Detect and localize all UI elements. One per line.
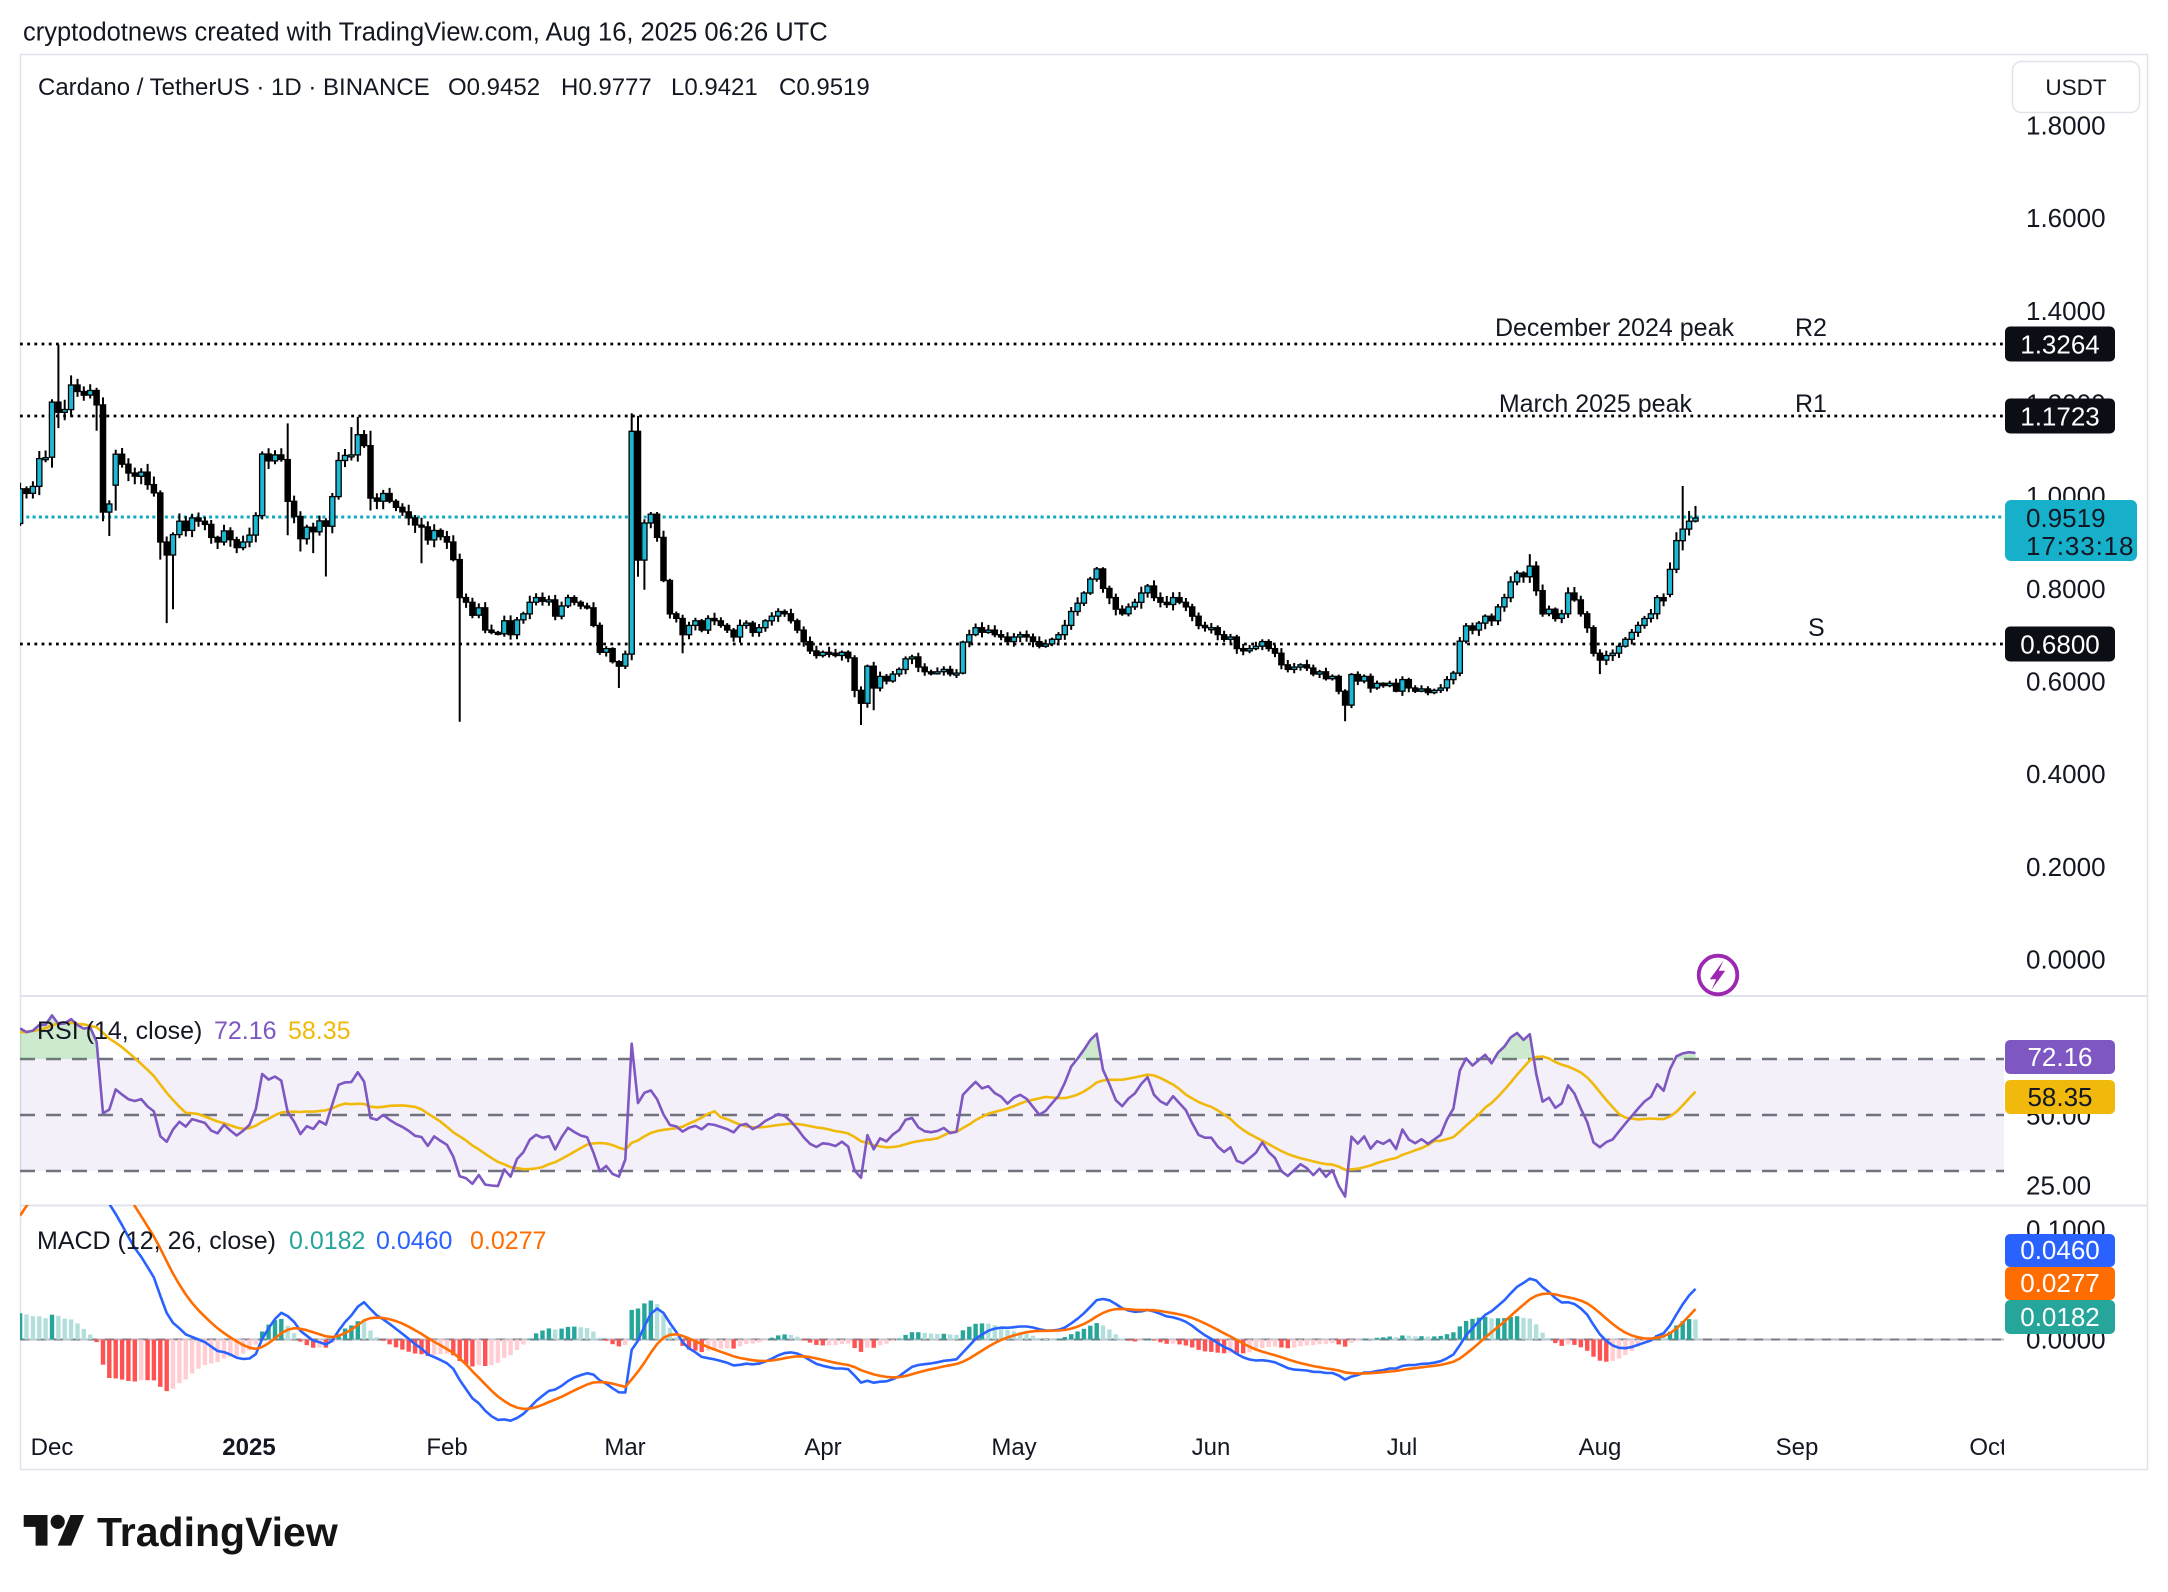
svg-text:RSI (14, close): RSI (14, close) bbox=[37, 1017, 202, 1045]
svg-text:17:33:18: 17:33:18 bbox=[2026, 531, 2134, 561]
svg-text:USDT: USDT bbox=[2045, 75, 2107, 100]
svg-text:December 2024 peak: December 2024 peak bbox=[1495, 314, 1735, 342]
svg-text:C0.9519: C0.9519 bbox=[779, 74, 870, 101]
svg-text:58.35: 58.35 bbox=[2027, 1082, 2092, 1112]
svg-text:58.35: 58.35 bbox=[288, 1017, 351, 1045]
svg-text:0.0182: 0.0182 bbox=[2020, 1302, 2100, 1332]
svg-text:1.4000: 1.4000 bbox=[2026, 296, 2106, 326]
svg-text:0.9519: 0.9519 bbox=[2026, 503, 2106, 533]
svg-text:S: S bbox=[1808, 614, 1825, 642]
svg-text:25.00: 25.00 bbox=[2026, 1171, 2091, 1201]
svg-text:Apr: Apr bbox=[804, 1434, 841, 1461]
svg-text:H0.9777: H0.9777 bbox=[561, 74, 652, 101]
svg-text:March 2025 peak: March 2025 peak bbox=[1499, 390, 1693, 418]
svg-text:1.6000: 1.6000 bbox=[2026, 203, 2106, 233]
svg-text:L0.9421: L0.9421 bbox=[671, 74, 758, 101]
svg-text:TradingView: TradingView bbox=[97, 1509, 338, 1555]
svg-text:0.0182: 0.0182 bbox=[289, 1227, 365, 1255]
svg-text:Dec: Dec bbox=[31, 1434, 74, 1461]
svg-text:cryptodotnews created with Tra: cryptodotnews created with TradingView.c… bbox=[23, 19, 828, 47]
svg-text:O0.9452: O0.9452 bbox=[448, 74, 540, 101]
svg-text:72.16: 72.16 bbox=[214, 1017, 277, 1045]
svg-text:MACD (12, 26, close): MACD (12, 26, close) bbox=[37, 1227, 276, 1255]
svg-text:Sep: Sep bbox=[1776, 1434, 1819, 1461]
svg-text:Mar: Mar bbox=[604, 1434, 645, 1461]
svg-text:72.16: 72.16 bbox=[2027, 1042, 2092, 1072]
svg-text:Cardano / TetherUS · 1D · BINA: Cardano / TetherUS · 1D · BINANCE bbox=[38, 74, 430, 101]
svg-text:Feb: Feb bbox=[426, 1434, 467, 1461]
svg-text:Aug: Aug bbox=[1579, 1434, 1622, 1461]
svg-text:0.4000: 0.4000 bbox=[2026, 759, 2106, 789]
svg-text:May: May bbox=[991, 1434, 1036, 1461]
svg-text:R1: R1 bbox=[1795, 390, 1827, 418]
svg-text:0.6000: 0.6000 bbox=[2026, 667, 2106, 697]
svg-text:Jun: Jun bbox=[1192, 1434, 1231, 1461]
svg-text:0.0277: 0.0277 bbox=[2020, 1268, 2100, 1298]
svg-text:0.0277: 0.0277 bbox=[470, 1227, 546, 1255]
svg-text:0.8000: 0.8000 bbox=[2026, 574, 2106, 604]
svg-text:R2: R2 bbox=[1795, 314, 1827, 342]
svg-text:Jul: Jul bbox=[1387, 1434, 1418, 1461]
svg-text:0.0000: 0.0000 bbox=[2026, 945, 2106, 975]
svg-text:1.8000: 1.8000 bbox=[2026, 111, 2106, 141]
svg-text:0.6800: 0.6800 bbox=[2020, 630, 2100, 660]
svg-text:Oct: Oct bbox=[1969, 1434, 2007, 1461]
svg-text:1.3264: 1.3264 bbox=[2020, 330, 2100, 360]
svg-text:1.1723: 1.1723 bbox=[2020, 402, 2100, 432]
svg-text:2025: 2025 bbox=[222, 1434, 275, 1461]
svg-text:0.0460: 0.0460 bbox=[2020, 1235, 2100, 1265]
svg-text:0.2000: 0.2000 bbox=[2026, 852, 2106, 882]
svg-text:0.0460: 0.0460 bbox=[376, 1227, 452, 1255]
